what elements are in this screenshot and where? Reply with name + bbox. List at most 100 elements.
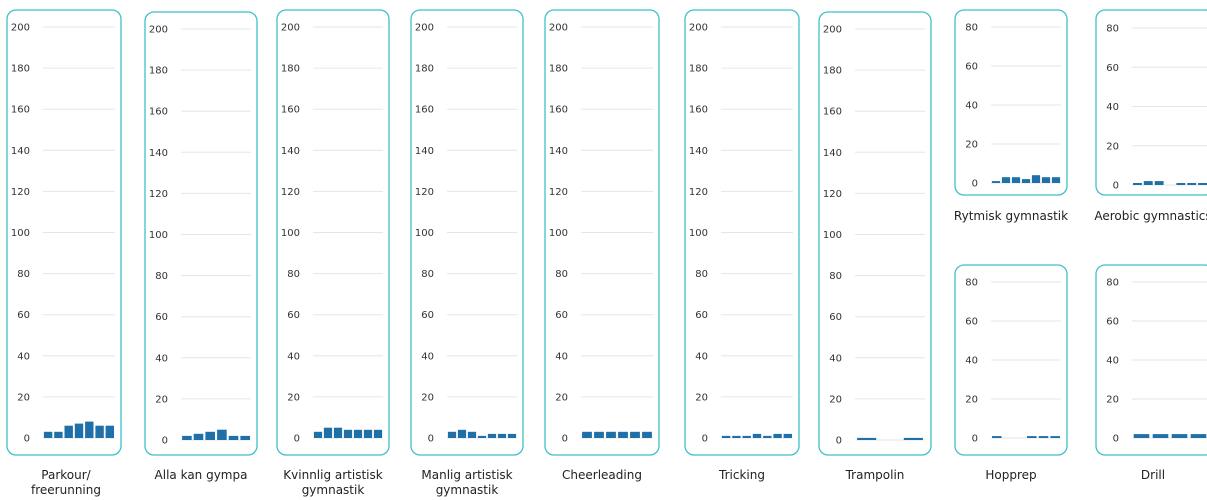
bar	[1021, 179, 1031, 183]
bar	[353, 429, 363, 438]
y-tick-label: 40	[421, 351, 434, 362]
y-tick-label: 120	[415, 187, 434, 198]
chart-aerobic-gymnastics: 0 20 40 60 80 Aerobic gymnastics	[1094, 9, 1207, 223]
bar	[1001, 177, 1011, 183]
y-tick-label: 100	[149, 230, 168, 241]
bar	[1190, 434, 1207, 438]
y-tick-label: 0	[24, 434, 30, 445]
y-tick-label: 180	[689, 64, 708, 75]
y-tick-label: 140	[281, 146, 300, 157]
chart-drill: 0 20 40 60 80 Drill	[1095, 264, 1207, 482]
bar	[642, 431, 652, 438]
bar	[205, 431, 215, 440]
y-tick-label: 160	[415, 105, 434, 116]
y-tick-label: 40	[1106, 356, 1119, 367]
y-tick-label: 140	[823, 148, 842, 159]
y-tick-label: 180	[149, 66, 168, 77]
bar	[228, 435, 239, 440]
chart-frame	[954, 9, 1068, 196]
bar	[240, 435, 250, 440]
y-tick-label: 20	[829, 394, 842, 405]
chart-title: Aerobic gymnastics	[1094, 209, 1207, 223]
bar	[43, 431, 53, 438]
bar	[313, 431, 323, 438]
y-tick-label: 40	[155, 353, 168, 364]
y-tick-label: 60	[17, 310, 30, 321]
bar	[363, 429, 373, 438]
bar	[773, 433, 782, 438]
y-tick-label: 80	[1106, 24, 1119, 35]
y-tick-label: 120	[11, 187, 30, 198]
y-tick-label: 60	[421, 310, 434, 321]
y-tick-label: 180	[823, 66, 842, 77]
y-tick-label: 100	[11, 228, 30, 239]
y-tick-label: 20	[965, 140, 978, 151]
bar	[217, 429, 227, 440]
bar	[447, 431, 457, 438]
y-tick-label: 0	[428, 434, 434, 445]
bar	[1038, 436, 1049, 438]
y-tick-label: 180	[11, 64, 30, 75]
bar	[763, 435, 772, 438]
bar	[343, 429, 353, 438]
y-tick-label: 60	[829, 312, 842, 323]
bar	[752, 433, 762, 438]
y-tick-label: 20	[1106, 141, 1119, 152]
chart-hopprep: 0 20 40 60 80 Hopprep	[954, 264, 1068, 482]
bar	[105, 425, 114, 438]
chart-parkour-freerunning: 0 20 40 60 80 100 120 140 160 180 200 Parkour/freer…	[6, 9, 122, 497]
bar	[606, 431, 616, 438]
bar	[1011, 177, 1021, 183]
y-tick-label: 40	[287, 351, 300, 362]
y-tick-label: 40	[965, 356, 978, 367]
y-tick-label: 80	[965, 23, 978, 34]
y-tick-label: 100	[415, 228, 434, 239]
y-tick-label: 80	[695, 269, 708, 280]
y-tick-label: 200	[281, 23, 300, 34]
y-tick-label: 200	[11, 23, 30, 34]
bar	[721, 435, 731, 438]
y-tick-label: 80	[287, 269, 300, 280]
y-tick-label: 140	[415, 146, 434, 157]
y-tick-label: 0	[162, 436, 168, 447]
y-tick-label: 60	[965, 62, 978, 73]
bar	[742, 435, 751, 438]
bar	[507, 433, 517, 438]
bar	[783, 433, 792, 438]
y-tick-label: 140	[689, 146, 708, 157]
y-tick-label: 60	[555, 310, 568, 321]
y-tick-label: 140	[149, 148, 168, 159]
y-tick-label: 120	[281, 187, 300, 198]
y-tick-label: 40	[1106, 102, 1119, 113]
y-tick-label: 0	[972, 179, 978, 190]
y-tick-label: 160	[149, 107, 168, 118]
y-tick-label: 0	[836, 436, 842, 447]
y-tick-label: 40	[17, 351, 30, 362]
chart-frame	[818, 11, 932, 456]
y-tick-label: 60	[287, 310, 300, 321]
chart-frame	[1095, 9, 1207, 196]
y-tick-label: 80	[555, 269, 568, 280]
y-tick-label: 80	[829, 271, 842, 282]
chart-alla-kan-gympa: 0 20 40 60 80 100 120 140 160 180 200 Alla kan gymp…	[144, 11, 258, 482]
y-tick-label: 20	[555, 392, 568, 403]
y-tick-label: 140	[11, 146, 30, 157]
y-tick-label: 200	[823, 25, 842, 36]
bar	[74, 423, 84, 438]
y-tick-label: 120	[549, 187, 568, 198]
bar	[594, 431, 604, 438]
bar	[991, 181, 1001, 183]
y-tick-label: 0	[1113, 181, 1119, 192]
y-tick-label: 20	[421, 392, 434, 403]
y-tick-label: 80	[17, 269, 30, 280]
y-tick-label: 120	[149, 189, 168, 200]
bar	[467, 431, 477, 438]
y-tick-label: 80	[1106, 278, 1119, 289]
bar	[487, 433, 497, 438]
y-tick-label: 0	[562, 434, 568, 445]
y-tick-label: 20	[695, 392, 708, 403]
chart-trampolin: 0 20 40 60 80 100 120 140 160 180 200 Trampolin	[818, 11, 932, 482]
y-tick-label: 40	[555, 351, 568, 362]
bar	[1152, 434, 1169, 438]
y-tick-label: 200	[549, 23, 568, 34]
